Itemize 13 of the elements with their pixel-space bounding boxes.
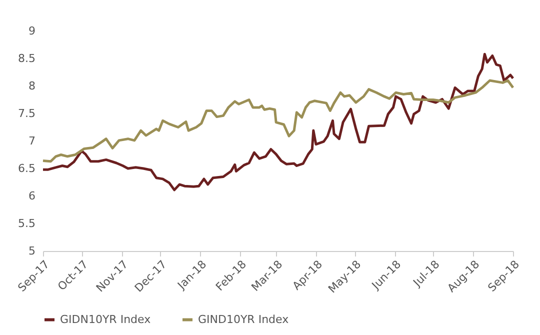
line-series: [42, 52, 514, 192]
y-tick-label: 7.5: [18, 107, 36, 120]
y-tick-label: 5.5: [18, 217, 36, 230]
y-tick-label: 8: [28, 80, 36, 92]
legend-label: GIND10YR Index: [198, 312, 290, 326]
y-tick-label: 8.5: [18, 52, 36, 65]
legend-label: GIDN10YR Index: [60, 312, 152, 326]
y-tick-label: 6.5: [18, 162, 36, 175]
line-series: [42, 79, 514, 163]
y-tick-label: 6: [28, 190, 36, 202]
y-tick-label: 5: [28, 244, 36, 258]
y-tick-label: 7: [28, 134, 36, 148]
y-tick-label: 9: [28, 24, 36, 38]
